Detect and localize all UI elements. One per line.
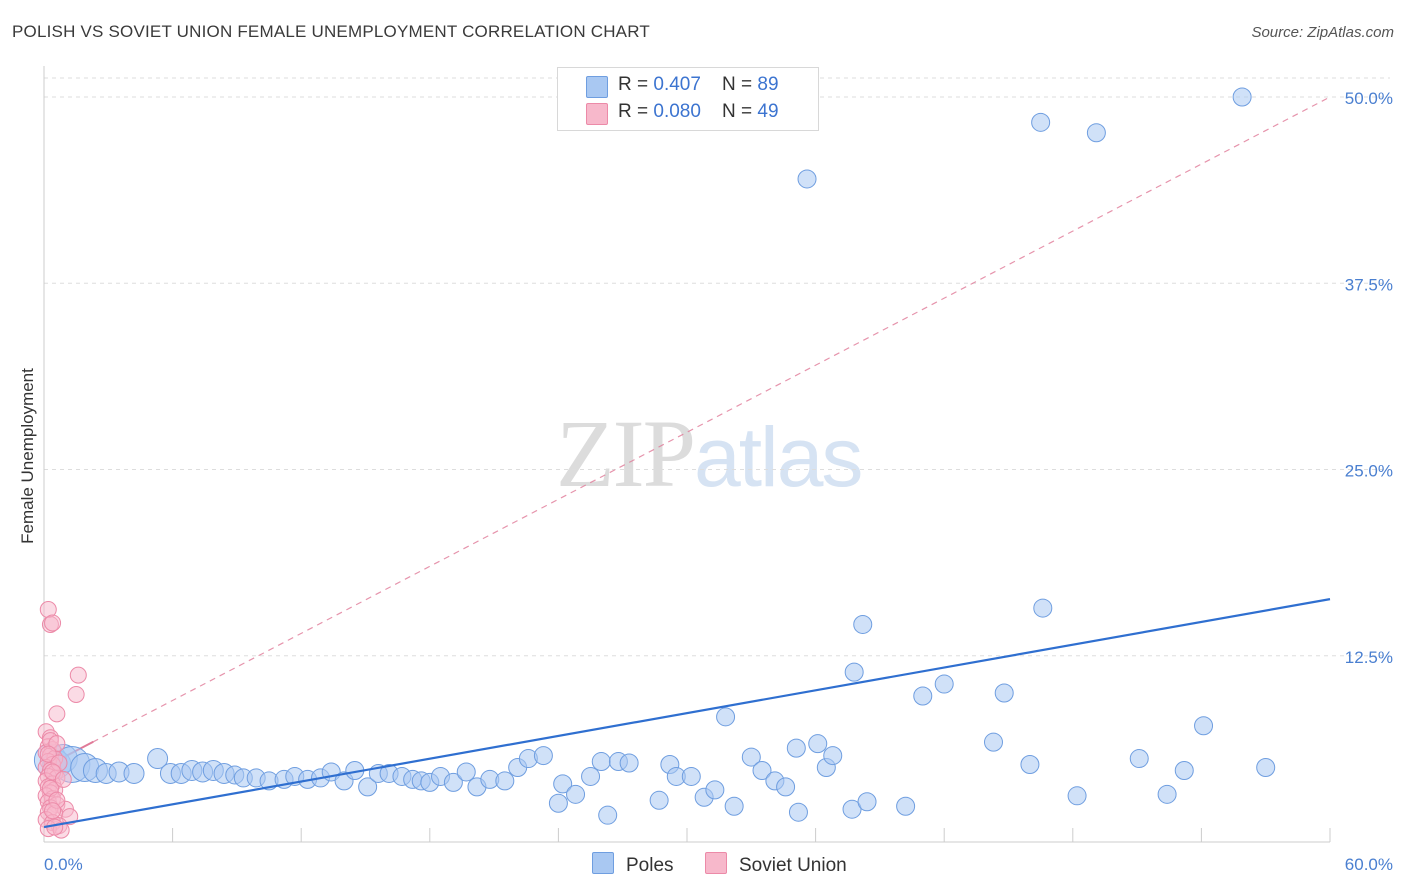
poles-point [1129, 749, 1149, 769]
r-value: 0.080 [653, 101, 701, 122]
poles-point [752, 760, 772, 780]
poles-point [1067, 786, 1087, 806]
poles-point [797, 169, 817, 189]
y-tick-label: 50.0% [1345, 89, 1393, 108]
soviet-trend-line [43, 96, 1331, 769]
poles-point [776, 777, 796, 797]
n-label: N = [722, 74, 758, 95]
poles-points [33, 87, 1276, 825]
chart-title: POLISH VS SOVIET UNION FEMALE UNEMPLOYME… [12, 22, 650, 41]
legend-item-poles[interactable]: Poles [592, 852, 674, 877]
y-axis-title: Female Unemployment [18, 368, 37, 544]
poles-point [741, 747, 761, 767]
poles-trend [43, 598, 1331, 829]
poles-point [724, 796, 744, 816]
r-label: R = [618, 101, 654, 122]
watermark-zip: ZIP [556, 400, 696, 507]
soviet-swatch [705, 852, 727, 874]
poles-point [994, 683, 1014, 703]
poles-point [358, 777, 378, 797]
n-value: 89 [757, 74, 779, 95]
poles-point [1256, 758, 1276, 777]
poles-point [1174, 760, 1194, 780]
poles-point [786, 738, 806, 758]
poles-point [456, 762, 476, 782]
soviet-swatch [586, 103, 608, 125]
poles-point [591, 752, 611, 772]
r-value: 0.407 [653, 74, 701, 95]
axes [43, 66, 1331, 843]
soviet-point [54, 770, 72, 788]
poles-point [147, 748, 169, 770]
source-label: Source: ZipAtlas.com [1251, 24, 1394, 41]
legend-label-soviet: Soviet Union [739, 855, 847, 876]
poles-point [443, 772, 463, 792]
poles-point [705, 780, 725, 800]
poles-point [913, 686, 933, 706]
poles-point [1033, 598, 1053, 618]
poles-point [581, 766, 601, 786]
poles-point [842, 799, 862, 819]
y-tick-label: 25.0% [1345, 462, 1393, 481]
poles-point [566, 784, 586, 804]
watermark: ZIPatlas [556, 398, 863, 509]
poles-point [533, 746, 553, 766]
poles-point [853, 614, 873, 634]
x-tick-label-min: 0.0% [44, 855, 83, 874]
poles-point [681, 766, 701, 786]
poles-point [1086, 123, 1106, 143]
legend-item-soviet[interactable]: Soviet Union [705, 852, 847, 877]
soviet-point [44, 802, 62, 820]
poles-point [788, 802, 808, 822]
poles-point [598, 805, 618, 825]
soviet-points [37, 601, 87, 839]
poles-point [844, 662, 864, 682]
poles-point [857, 792, 877, 812]
legend-label-poles: Poles [626, 855, 674, 876]
legend-text-soviet: R = 0.080 N = 49 [618, 101, 779, 123]
soviet-point [69, 666, 87, 684]
poles-point [1157, 784, 1177, 804]
poles-point [1194, 716, 1214, 736]
poles-point [1031, 112, 1051, 132]
r-label: R = [618, 74, 654, 95]
poles-swatch [586, 76, 608, 98]
watermark-atlas: atlas [694, 410, 863, 504]
poles-point [619, 753, 639, 773]
poles-trend-line [43, 598, 1331, 829]
poles-point [934, 674, 954, 694]
soviet-point [67, 685, 85, 703]
n-value: 49 [757, 101, 779, 122]
correlation-legend: R = 0.407 N = 89 R = 0.080 N = 49 [557, 67, 819, 131]
poles-point [808, 734, 828, 754]
poles-point [896, 796, 916, 816]
x-tick-label-max: 60.0% [1345, 855, 1393, 874]
poles-point [123, 762, 145, 784]
poles-point [548, 793, 568, 813]
axis-labels: 12.5% 25.0% 37.5% 50.0% 0.0% 60.0% Female Unem… [18, 89, 1393, 874]
poles-point [823, 746, 843, 766]
n-label: N = [722, 101, 758, 122]
poles-point [1020, 755, 1040, 775]
poles-point [649, 790, 669, 810]
grid-lines [44, 77, 1390, 657]
y-tick-label: 12.5% [1345, 648, 1393, 667]
soviet-point [48, 705, 66, 723]
soviet-point [44, 614, 62, 632]
poles-point [983, 732, 1003, 752]
poles-point [553, 774, 573, 794]
y-tick-label: 37.5% [1345, 275, 1393, 294]
poles-point [495, 771, 515, 791]
legend-text-poles: R = 0.407 N = 89 [618, 74, 779, 96]
poles-point [716, 707, 736, 727]
poles-point [1232, 87, 1252, 107]
soviet-trend-dashed [43, 96, 1331, 769]
poles-swatch [592, 852, 614, 874]
